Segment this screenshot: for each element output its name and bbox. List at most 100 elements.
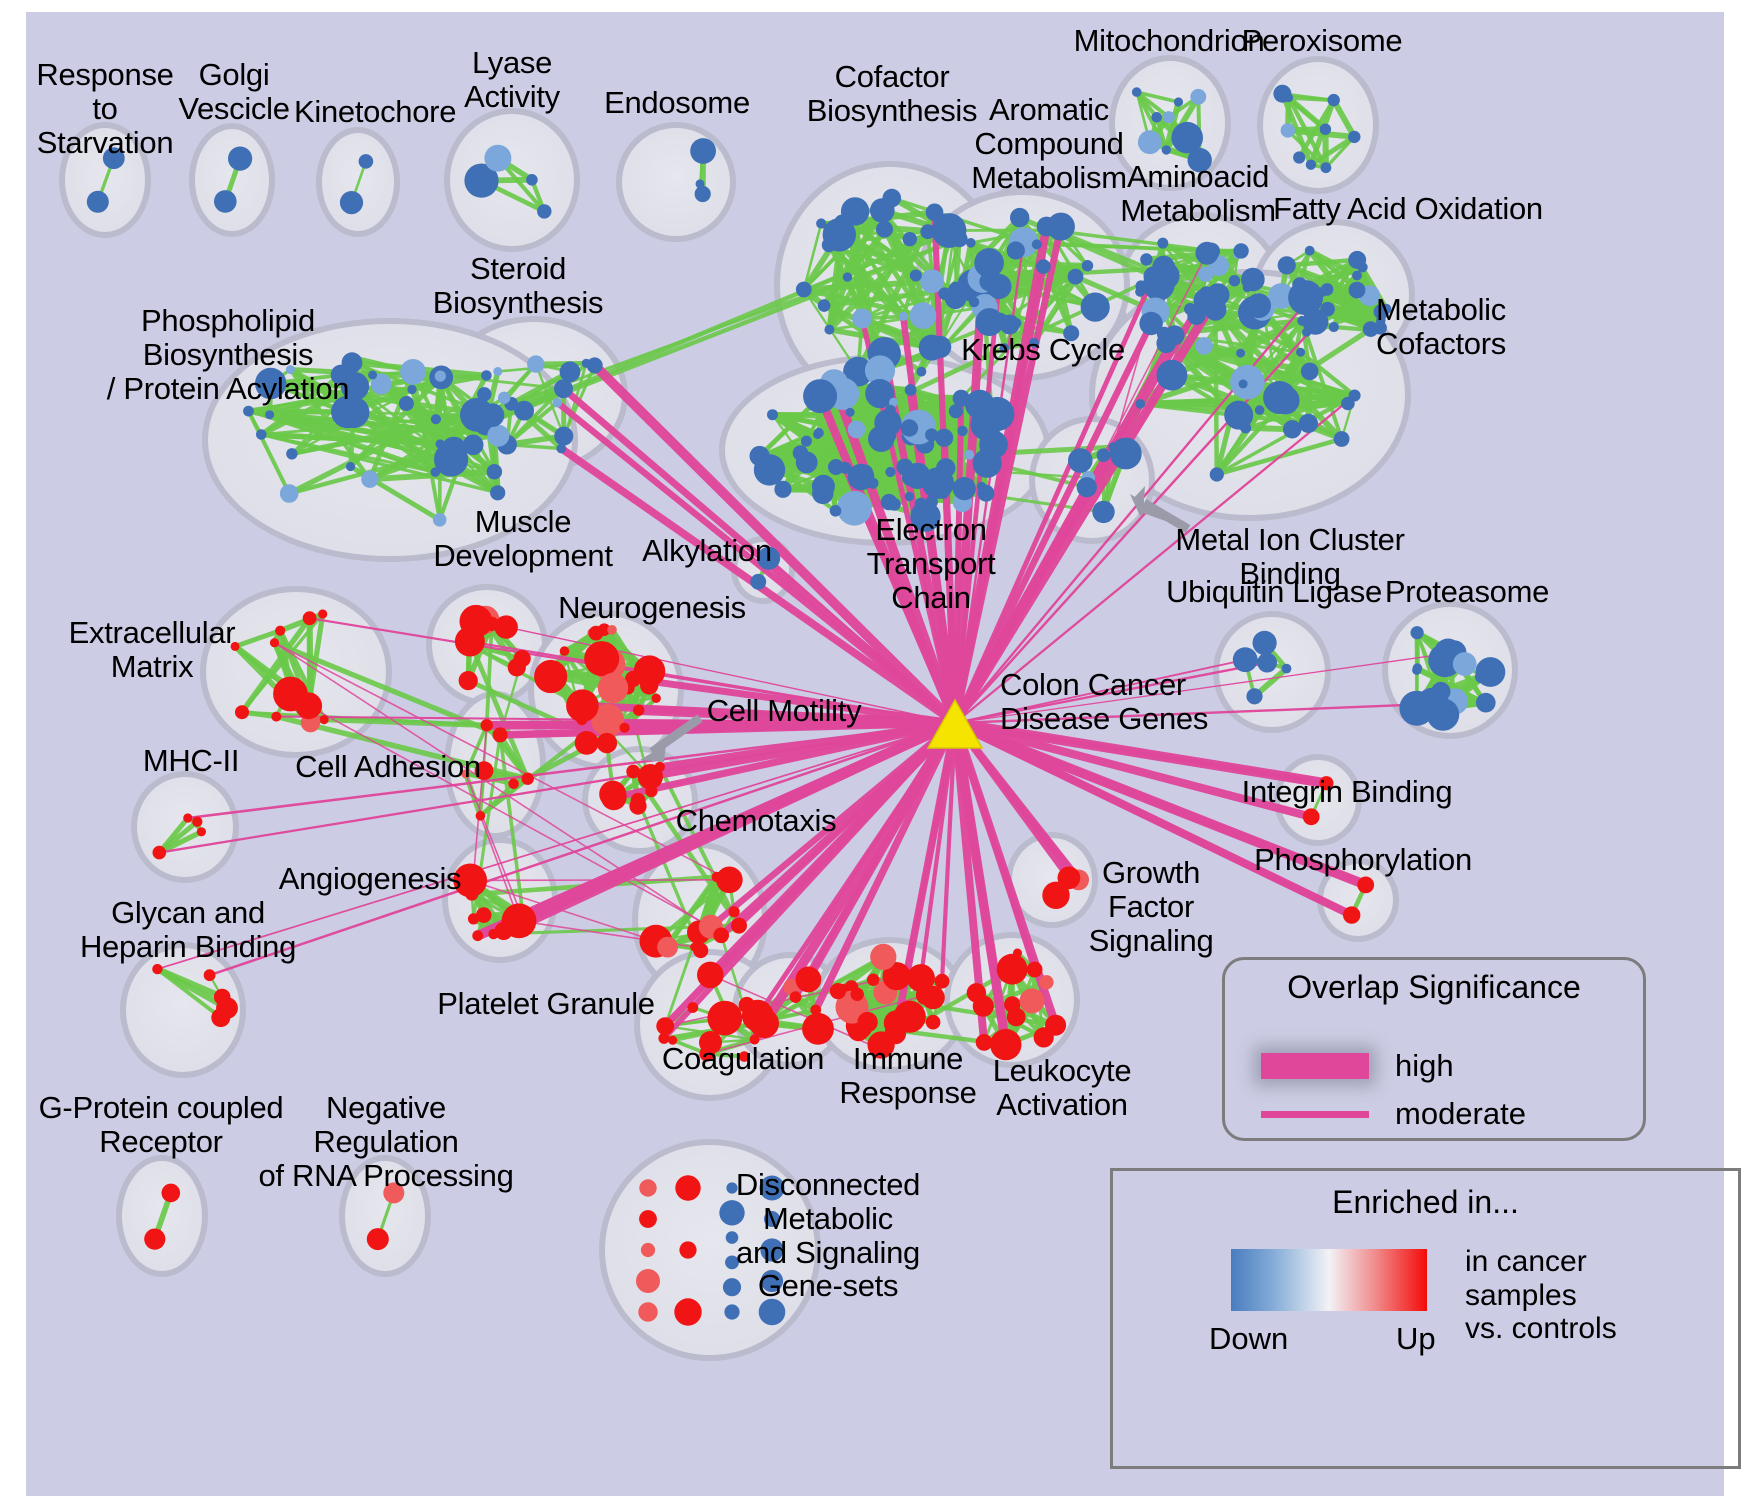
gene-set-node xyxy=(1195,241,1219,265)
gene-set-node xyxy=(728,906,740,918)
gene-set-node xyxy=(870,943,897,971)
overlap-edge xyxy=(589,360,960,728)
gene-set-node xyxy=(576,714,588,726)
gene-set-node xyxy=(925,1014,941,1030)
overlap-edge-moderate xyxy=(664,975,898,1027)
gene-set-node xyxy=(977,484,995,502)
gene-set-node xyxy=(1327,93,1340,107)
gene-set-node xyxy=(368,370,378,380)
cluster-edge xyxy=(1286,95,1329,170)
gene-set-node xyxy=(1173,97,1184,107)
cluster-label-mhc-ii: MHC-II xyxy=(142,743,240,778)
gene-set-node xyxy=(556,443,567,454)
gene-set-node xyxy=(674,1298,702,1326)
gene-set-node xyxy=(868,425,895,452)
gene-set-node xyxy=(1399,690,1435,726)
gene-set-node xyxy=(1131,87,1142,97)
gene-set-node xyxy=(454,626,485,657)
gene-set-node xyxy=(1096,448,1111,463)
gene-set-node xyxy=(909,269,922,282)
cluster-edge xyxy=(307,616,312,708)
gene-set-node xyxy=(492,727,508,743)
gene-set-node xyxy=(829,983,847,1000)
gene-set-node xyxy=(731,917,747,934)
cluster-label-peroxisome: Peroxisome xyxy=(1241,23,1403,58)
hub-node-label: Colon Cancer Disease Genes xyxy=(1000,667,1209,736)
gene-set-node xyxy=(484,144,512,172)
gene-set-node xyxy=(956,288,966,298)
gene-set-node xyxy=(713,927,729,944)
gene-set-node xyxy=(498,391,511,404)
gene-set-node xyxy=(474,761,494,781)
gene-set-node xyxy=(636,1269,660,1293)
gene-set-node xyxy=(1171,121,1203,154)
gene-set-node xyxy=(1184,303,1197,316)
gene-set-node xyxy=(758,1298,786,1326)
gene-set-node xyxy=(1187,147,1212,173)
hub-node-colon-cancer-disease-genes[interactable] xyxy=(926,698,984,749)
legend-gradient-side-label: in cancer samples vs. controls xyxy=(1465,1245,1617,1346)
overlap-edge xyxy=(952,720,1082,883)
gene-set-node xyxy=(597,672,629,704)
gene-set-node xyxy=(1137,130,1162,155)
gene-set-node xyxy=(1236,348,1246,358)
gene-set-node xyxy=(235,705,249,720)
overlap-edge-moderate xyxy=(464,773,526,926)
gene-set-node xyxy=(694,185,711,203)
cluster-label-lyase-activity: Lyase Activity xyxy=(464,45,560,114)
gene-set-node xyxy=(566,689,599,722)
gene-set-node xyxy=(358,154,374,169)
gene-set-node xyxy=(1031,239,1042,250)
gene-set-node xyxy=(767,409,778,421)
cluster-label-cofactor-biosynthesis: Cofactor Biosynthesis xyxy=(806,59,978,128)
gene-set-node xyxy=(1081,260,1094,272)
gene-set-node xyxy=(695,179,705,189)
gene-set-node xyxy=(475,907,492,923)
gene-set-node xyxy=(864,355,896,386)
gene-set-node xyxy=(726,1182,738,1194)
gene-set-node xyxy=(948,404,964,419)
cluster-label-integrin-binding: Integrin Binding xyxy=(1241,774,1453,809)
gene-set-node xyxy=(974,248,1004,278)
gene-set-node xyxy=(764,1211,780,1227)
gene-set-node xyxy=(952,477,976,501)
gene-set-node xyxy=(1277,256,1296,275)
gene-set-node xyxy=(1080,292,1110,322)
gene-set-node xyxy=(591,703,625,737)
legend-overlap-item-moderate: moderate xyxy=(1261,1096,1526,1132)
gene-set-node xyxy=(876,220,893,238)
cluster-edge xyxy=(1330,97,1358,140)
gene-set-node xyxy=(490,485,506,501)
gene-set-node xyxy=(783,978,800,996)
gene-set-node xyxy=(1109,444,1121,455)
overlap-edge xyxy=(952,720,1329,786)
gene-set-node xyxy=(842,272,853,282)
gene-set-node xyxy=(884,1022,907,1045)
gene-set-node xyxy=(697,961,724,989)
overlap-edge xyxy=(491,623,956,724)
gene-set-node xyxy=(638,1302,658,1322)
gene-set-node xyxy=(1067,268,1084,285)
gene-set-node xyxy=(795,281,812,298)
gene-set-node xyxy=(400,359,426,385)
gene-set-node xyxy=(874,1042,888,1056)
gene-set-node xyxy=(979,272,999,292)
cluster-label-fatty-acid-oxidation: Fatty Acid Oxidation xyxy=(1273,191,1543,226)
cluster-edge xyxy=(1284,263,1383,323)
gene-set-node xyxy=(596,732,618,754)
gene-set-node xyxy=(1341,396,1355,411)
gene-set-node xyxy=(885,404,896,416)
overlap-edge xyxy=(951,719,1356,919)
gene-set-node xyxy=(1348,250,1367,269)
gene-set-node xyxy=(1348,281,1366,299)
gene-set-node xyxy=(803,379,838,414)
gene-set-node xyxy=(918,334,945,361)
gene-set-node xyxy=(285,365,295,375)
inter-cluster-edge xyxy=(670,1007,818,1043)
gene-set-node xyxy=(922,467,954,499)
overlap-edge xyxy=(707,719,959,930)
gene-set-node xyxy=(909,302,937,330)
gene-set-node xyxy=(464,163,499,198)
gene-set-node xyxy=(1139,311,1163,336)
gene-set-node xyxy=(518,909,528,919)
